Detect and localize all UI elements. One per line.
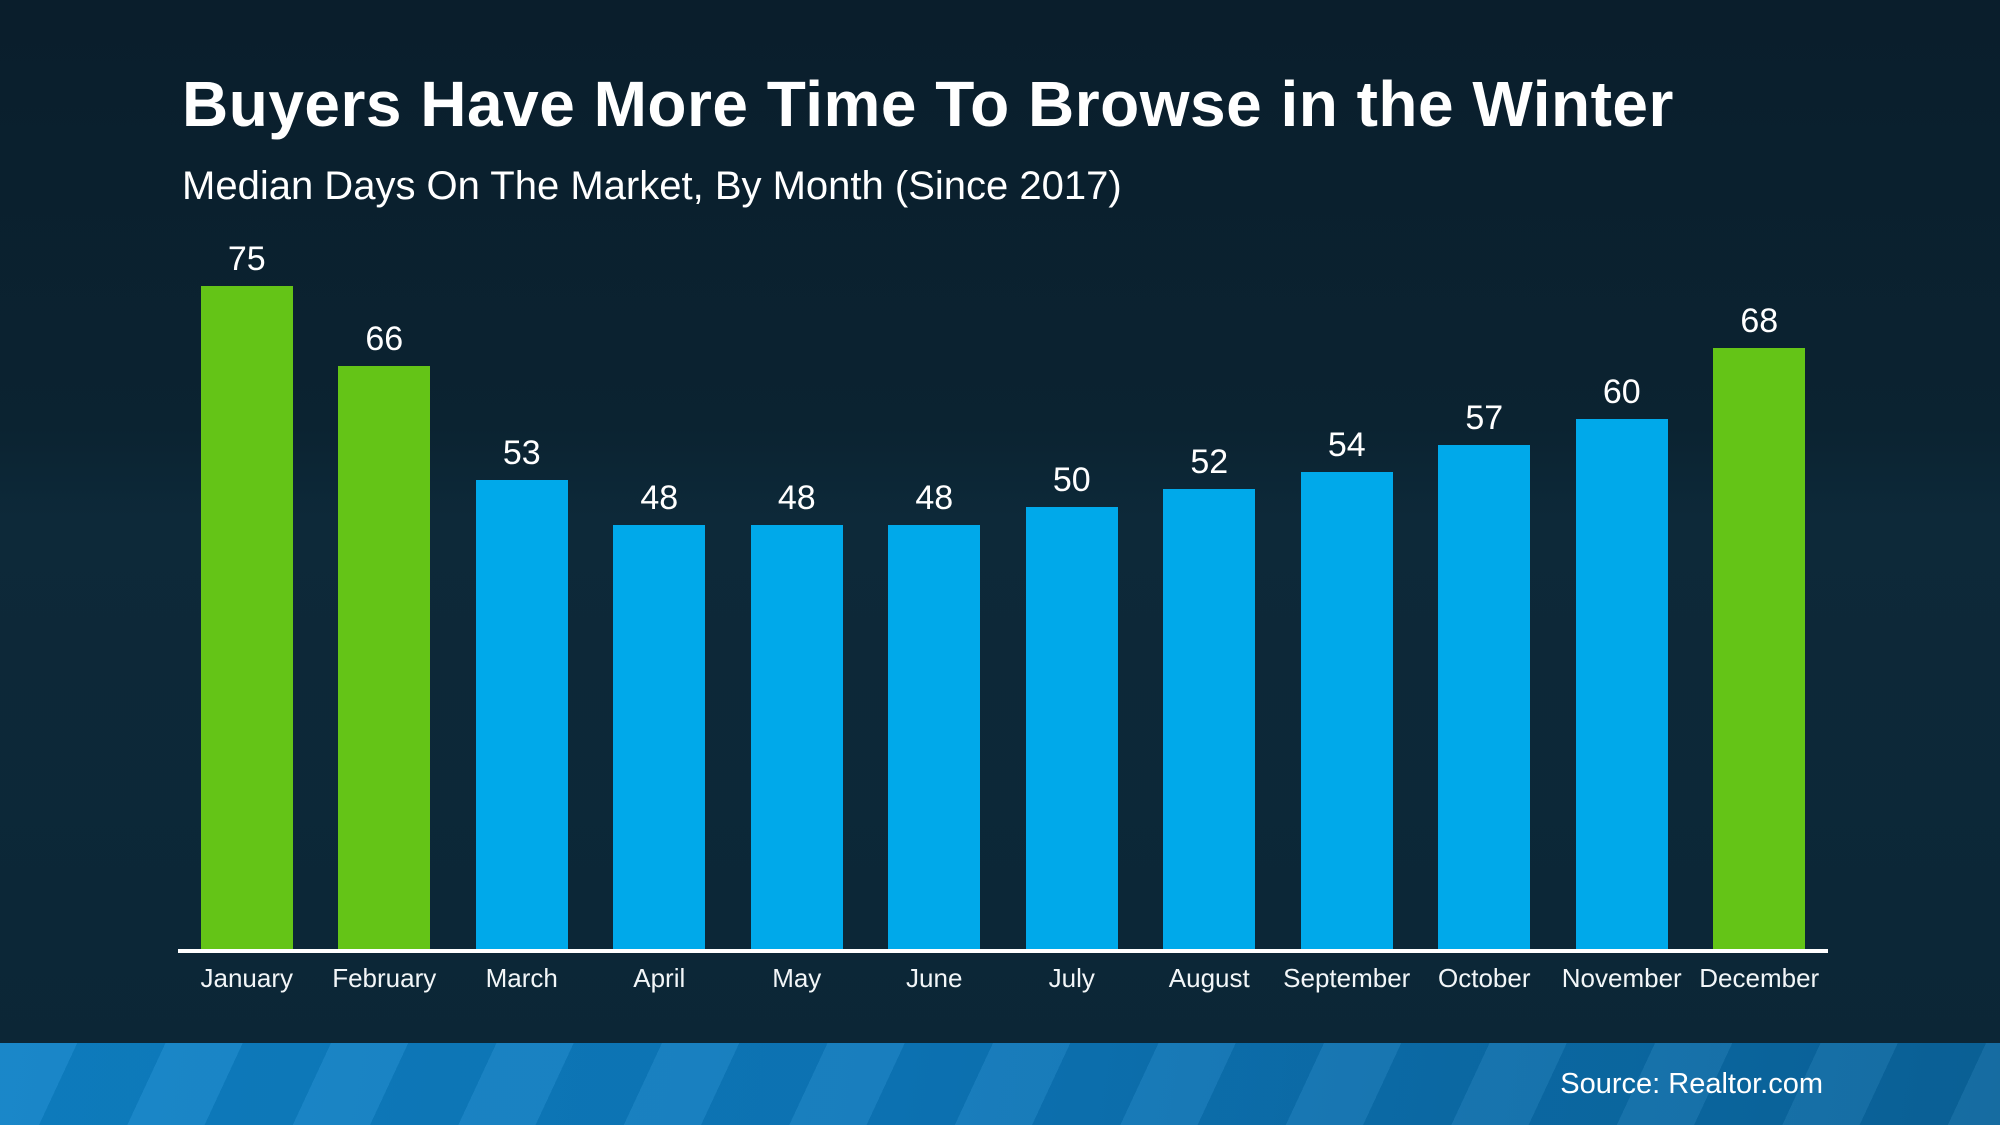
footer-bar: Source: Realtor.com [0, 1043, 2000, 1125]
bar-value-label: 48 [777, 479, 816, 517]
bar-column: 75 [178, 229, 316, 949]
chart-title: Buyers Have More Time To Browse in the W… [182, 68, 1674, 140]
bar-value-label: 48 [915, 479, 954, 517]
bar [750, 525, 843, 949]
month-label: October [1438, 963, 1531, 993]
month-label: August [1168, 963, 1250, 993]
bar [888, 525, 981, 949]
bar [475, 480, 568, 949]
x-axis-labels: January February March April May June July Augu… [178, 965, 1828, 991]
bar-value-label: 48 [640, 479, 679, 517]
month-label: December [1699, 963, 1820, 993]
month-label: March [485, 963, 558, 993]
month-label: June [906, 963, 963, 993]
bar-column: 50 [1003, 229, 1141, 949]
bar-column: 66 [316, 229, 454, 949]
bar [1025, 507, 1118, 949]
bar-value-label: 52 [1190, 443, 1229, 481]
month-label: February [332, 963, 437, 993]
plot-area: 75 66 53 48 48 48 50 52 54 57 60 68 [178, 229, 1828, 949]
bar-column: 48 [591, 229, 729, 949]
bar-column: 60 [1553, 229, 1691, 949]
bar-value-label: 68 [1740, 302, 1779, 340]
bar-column: 53 [453, 229, 591, 949]
bar-column: 48 [728, 229, 866, 949]
bar-value-label: 54 [1327, 426, 1366, 464]
bar-value-label: 50 [1052, 461, 1091, 499]
chart-subtitle: Median Days On The Market, By Month (Sin… [182, 164, 1122, 208]
bar-value-label: 53 [502, 434, 541, 472]
bar-column: 68 [1691, 229, 1829, 949]
bar-column: 52 [1141, 229, 1279, 949]
bar [1575, 419, 1668, 949]
bar-value-label: 66 [365, 320, 404, 358]
bar-column: 54 [1278, 229, 1416, 949]
bar-value-label: 75 [227, 240, 266, 278]
month-label: July [1048, 963, 1095, 993]
bar [1300, 472, 1393, 949]
bar-value-label: 60 [1602, 373, 1641, 411]
month-label: November [1561, 963, 1682, 993]
bar [200, 286, 293, 949]
month-label: January [200, 963, 294, 993]
bar [1713, 348, 1806, 949]
bar-column: 57 [1416, 229, 1554, 949]
month-label: May [772, 963, 822, 993]
bar [1438, 445, 1531, 949]
bar-column: 48 [866, 229, 1004, 949]
bar [1163, 489, 1256, 949]
month-label: September [1283, 963, 1411, 993]
bar-value-label: 57 [1465, 399, 1504, 437]
bar [338, 366, 431, 949]
x-axis-line [178, 949, 1828, 953]
month-label: April [633, 963, 686, 993]
bar-chart: 75 66 53 48 48 48 50 52 54 57 60 68 January February… [178, 229, 1828, 1009]
bar [613, 525, 706, 949]
source-label: Source: Realtor.com [1560, 1067, 1823, 1100]
